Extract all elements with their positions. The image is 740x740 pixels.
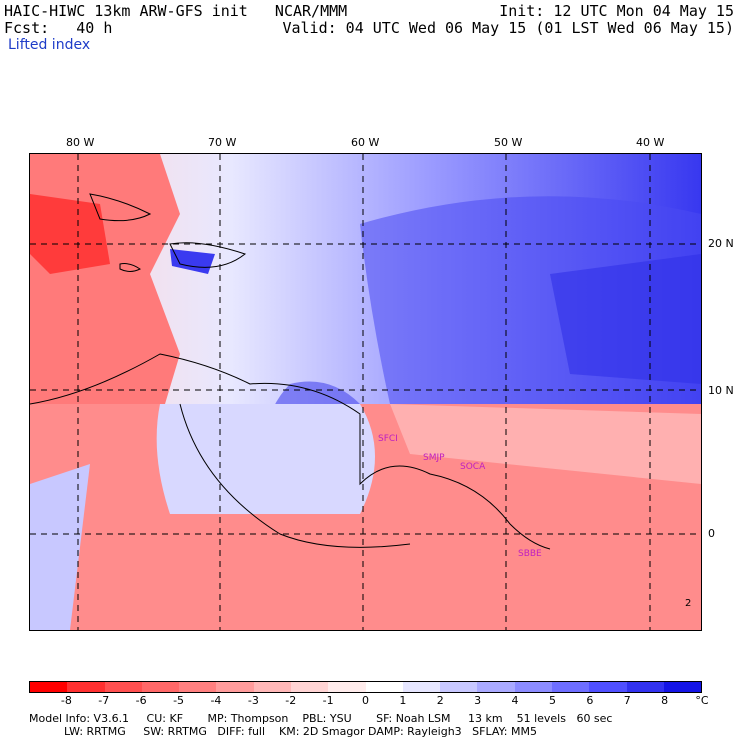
colorbar-swatch — [67, 682, 105, 692]
lifted-index-map: SFCI SMJP SOCA SBBE 2 — [29, 153, 702, 631]
colorbar-tick-label: -4 — [210, 694, 222, 707]
coastlines — [29, 193, 551, 550]
model-info-line2: LW: RRTMG SW: RRTMG DIFF: full KM: 2D Sm… — [29, 725, 537, 738]
colorbar-swatch — [589, 682, 627, 692]
colorbar-tick-label: 2 — [436, 694, 444, 707]
model-info-line1: Model Info: V3.6.1 CU: KF MP: Thompson P… — [29, 712, 613, 725]
colorbar-swatch — [328, 682, 366, 692]
plot-title: HAIC-HIWC 13km ARW-GFS init NCAR/MMM — [4, 2, 348, 20]
pacific-stable-strip — [30, 464, 90, 630]
colorbar-swatch — [551, 682, 590, 692]
colorbar-tick-label: 3 — [474, 694, 482, 707]
colorbar-tick-label: 0 — [362, 694, 369, 707]
map-canvas: SFCI SMJP SOCA SBBE 2 — [29, 154, 701, 630]
colorbar-swatch — [141, 682, 180, 692]
colorbar-tick-label: 1 — [399, 694, 407, 707]
colorbar-swatch — [365, 682, 403, 692]
site-label-sfci: SFCI — [378, 434, 398, 444]
equatorial-atlantic — [390, 404, 701, 484]
colorbar-swatch — [104, 682, 142, 692]
colorbar-tick-label: 4 — [511, 694, 519, 707]
site-label-sbbe: SBBE — [518, 549, 542, 559]
lon-label-40w: 40 W — [636, 136, 665, 149]
lat-label-20n: 20 N — [708, 237, 734, 250]
forecast-hour: Fcst: 40 h — [4, 19, 113, 37]
site-label-smjp: SMJP — [423, 453, 445, 463]
colorbar-tick-label: -5 — [173, 694, 185, 707]
colorbar-tick-label: -1 — [322, 694, 334, 707]
colorbar-swatch — [179, 682, 217, 692]
lat-label-10n: 10 N — [708, 384, 734, 397]
colorbar-swatch — [216, 682, 254, 692]
lon-label-70w: 70 W — [208, 136, 237, 149]
lon-label-80w: 80 W — [66, 136, 95, 149]
contour-label: 2 — [685, 598, 691, 609]
lon-label-50w: 50 W — [494, 136, 523, 149]
colorbar-swatch — [30, 682, 68, 692]
cuba-high-instability — [30, 194, 110, 274]
colorbar-tick-label: -7 — [98, 694, 110, 707]
colorbar-unit: °C — [695, 694, 709, 707]
colorbar-swatch — [477, 682, 515, 692]
colorbar-tick-label: 7 — [623, 694, 631, 707]
colorbar-tick-label: -8 — [60, 694, 72, 707]
colorbar-swatch — [402, 682, 441, 692]
colorbar-swatch — [663, 682, 702, 692]
graticule — [30, 154, 701, 630]
colorbar-tick-label: -3 — [247, 694, 259, 707]
valid-time: Valid: 04 UTC Wed 06 May 15 (01 LST Wed … — [282, 19, 734, 37]
colorbar-swatch — [290, 682, 329, 692]
field-name: Lifted index — [8, 37, 91, 53]
colorbar-swatch — [253, 682, 291, 692]
atlantic-core — [550, 254, 701, 384]
lat-label-0: 0 — [708, 527, 715, 540]
colorbar-tick-label: -6 — [135, 694, 147, 707]
colorbar-swatch — [440, 682, 478, 692]
init-time: Init: 12 UTC Mon 04 May 15 — [499, 2, 734, 20]
site-label-soca: SOCA — [460, 462, 486, 472]
colorbar-tick-label: 8 — [661, 694, 669, 707]
colorbar-tick-label: 5 — [548, 694, 556, 707]
colorbar-swatch — [626, 682, 664, 692]
orinoco-stable-area — [156, 404, 375, 514]
lon-label-60w: 60 W — [351, 136, 380, 149]
colorbar — [29, 681, 702, 693]
colorbar-swatch — [514, 682, 552, 692]
colorbar-tick-label: 6 — [586, 694, 594, 707]
colorbar-tick-label: -2 — [285, 694, 297, 707]
